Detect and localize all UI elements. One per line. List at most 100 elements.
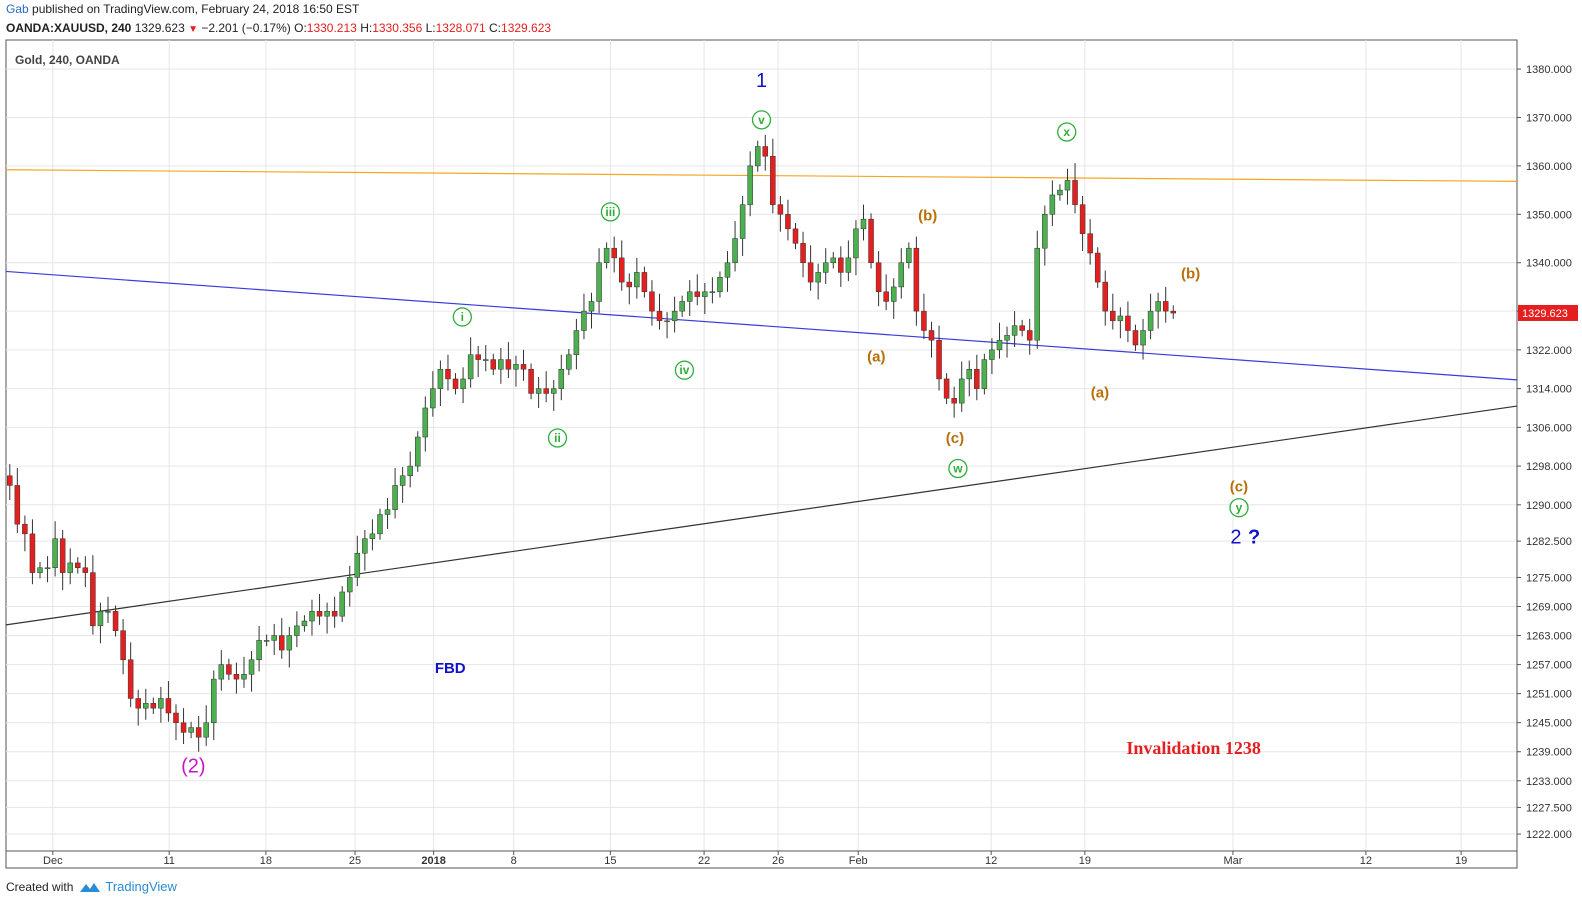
candle-body bbox=[1064, 180, 1071, 191]
candle-body bbox=[883, 291, 889, 302]
time-tick-label: 2018 bbox=[421, 855, 445, 867]
price-tick-label: 1251.000 bbox=[1526, 689, 1572, 701]
candle-body bbox=[339, 591, 345, 617]
time-tick-label: 8 bbox=[511, 855, 517, 867]
candle-body bbox=[853, 228, 859, 259]
wave-circle bbox=[1229, 498, 1249, 518]
candle-body bbox=[921, 310, 927, 331]
trend-lines bbox=[5, 169, 1518, 626]
tradingview-link[interactable]: TradingView bbox=[79, 879, 177, 894]
wave-circle bbox=[751, 110, 772, 130]
candle-body bbox=[430, 388, 436, 409]
price-tick-label: 1282.500 bbox=[1526, 536, 1572, 548]
candle-body bbox=[1087, 233, 1093, 254]
wave-label: 2 bbox=[1230, 526, 1241, 548]
candle-body bbox=[535, 388, 542, 394]
candle-body bbox=[407, 465, 413, 477]
wave-label-circled: i bbox=[461, 310, 464, 324]
candle-body bbox=[603, 247, 610, 263]
price-tick-label: 1322.000 bbox=[1526, 345, 1572, 357]
candle-body bbox=[362, 538, 368, 554]
candle-body bbox=[498, 359, 504, 370]
candle-body bbox=[1004, 335, 1010, 341]
candle-body bbox=[958, 378, 965, 404]
time-tick-label: 19 bbox=[1079, 855, 1091, 867]
wave-circle bbox=[948, 458, 968, 479]
candle-body bbox=[52, 538, 58, 569]
candle-body bbox=[951, 398, 957, 404]
blue-trendline bbox=[5, 270, 1518, 381]
author-link[interactable]: Gab bbox=[6, 2, 29, 16]
candle-body bbox=[14, 485, 21, 525]
candle-body bbox=[754, 146, 761, 167]
candle-body bbox=[369, 533, 376, 539]
candle-body bbox=[1034, 247, 1041, 341]
price-tick-label: 1233.000 bbox=[1526, 776, 1572, 788]
price-tick-label: 1360.000 bbox=[1526, 161, 1572, 173]
candle-body bbox=[581, 310, 587, 331]
candle-body bbox=[105, 611, 111, 613]
wave-label: FBD bbox=[435, 660, 466, 677]
candle-body bbox=[989, 349, 995, 360]
candle-body bbox=[271, 635, 277, 641]
candle-body bbox=[1094, 252, 1101, 283]
time-tick-label: 18 bbox=[260, 855, 272, 867]
candle-body bbox=[301, 620, 308, 627]
candle-body bbox=[702, 291, 708, 297]
wave-label: (2) bbox=[181, 755, 205, 777]
candle-body bbox=[906, 247, 912, 263]
candle-body bbox=[256, 640, 262, 660]
candle-body bbox=[414, 436, 421, 467]
candle-body bbox=[1147, 310, 1154, 331]
candle-body bbox=[815, 272, 821, 283]
candle-body bbox=[188, 727, 194, 733]
price-tick-label: 1257.000 bbox=[1526, 660, 1572, 672]
last-price-marker bbox=[1518, 304, 1578, 321]
candle-body bbox=[1049, 194, 1056, 215]
candle-body bbox=[785, 214, 791, 230]
down-arrow-icon: ▼ bbox=[188, 24, 199, 35]
candle-body bbox=[309, 611, 315, 622]
wave-circle bbox=[1057, 122, 1077, 142]
candle-body bbox=[347, 577, 353, 593]
candle-body bbox=[112, 611, 119, 631]
candle-body bbox=[618, 257, 625, 283]
published-text: published on TradingView.com, February 2… bbox=[32, 2, 360, 16]
wave-label: (a) bbox=[867, 349, 885, 366]
candle-body bbox=[943, 378, 950, 399]
candle-body bbox=[143, 703, 149, 709]
price-tick-label: 1222.000 bbox=[1526, 829, 1572, 841]
publish-info: Gab published on TradingView.com, Februa… bbox=[6, 2, 359, 16]
wave-label: Invalidation 1238 bbox=[1126, 738, 1261, 758]
candle-body bbox=[649, 291, 655, 312]
candle-body bbox=[550, 388, 557, 394]
created-with-text: Created with bbox=[6, 879, 74, 894]
candle-body bbox=[543, 388, 549, 394]
time-tick-label: Mar bbox=[1223, 855, 1242, 867]
candle-body bbox=[830, 257, 837, 263]
candle-body bbox=[135, 698, 141, 709]
price-tick-label: 1340.000 bbox=[1526, 258, 1572, 270]
close-value: 1329.623 bbox=[501, 21, 552, 35]
wave-label-circled: iii bbox=[605, 205, 615, 219]
tradingview-brand: TradingView bbox=[105, 879, 177, 894]
candle-body bbox=[777, 204, 784, 215]
candle-body bbox=[890, 286, 897, 302]
price-tick-label: 1239.000 bbox=[1526, 747, 1572, 759]
wave-label-circled: ii bbox=[554, 431, 561, 445]
time-tick-label: 26 bbox=[772, 855, 784, 867]
candle-body bbox=[694, 291, 701, 297]
price-tick-label: 1298.000 bbox=[1526, 461, 1572, 473]
wave-label-circled: v bbox=[758, 113, 765, 127]
candle-body bbox=[838, 257, 844, 273]
candle-body bbox=[482, 359, 489, 361]
close-label: C: bbox=[489, 21, 502, 35]
candle-body bbox=[422, 407, 429, 438]
wave-label-circled: iv bbox=[679, 363, 689, 377]
candle-body bbox=[452, 378, 459, 389]
wave-label: (c) bbox=[1230, 478, 1248, 495]
open-label: O: bbox=[294, 21, 307, 35]
candle-body bbox=[1019, 325, 1025, 331]
candle-body bbox=[936, 339, 942, 380]
